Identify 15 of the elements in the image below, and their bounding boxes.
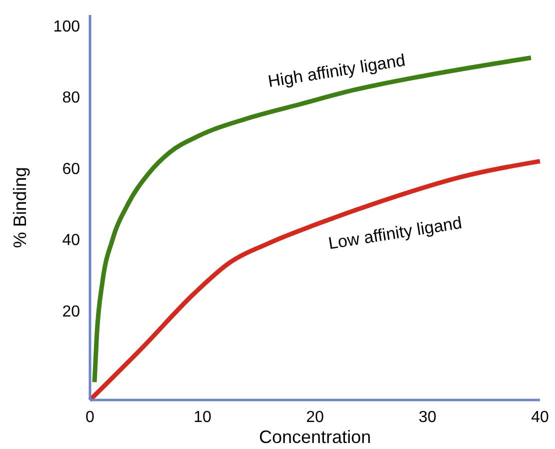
y-tick-label: 20 [62,303,80,320]
y-tick-label: 80 [62,90,80,107]
text: Low affinity ligand [327,213,464,254]
y-tick-label: 60 [62,160,80,178]
x-tick-label: 20 [306,409,324,426]
text: High affinity ligand [266,50,407,92]
x-tick-label: 0 [86,409,95,426]
x-tick-label: 40 [531,409,549,426]
x-tick-label: 10 [194,409,212,426]
y-axis-title: % Binding [10,166,30,248]
y-tick-label: 40 [62,232,80,250]
line-series [92,56,534,384]
x-tick-label: 30 [418,409,436,426]
y-tick-label: 100 [53,18,80,36]
x-axis-title: Concentration [258,427,372,447]
